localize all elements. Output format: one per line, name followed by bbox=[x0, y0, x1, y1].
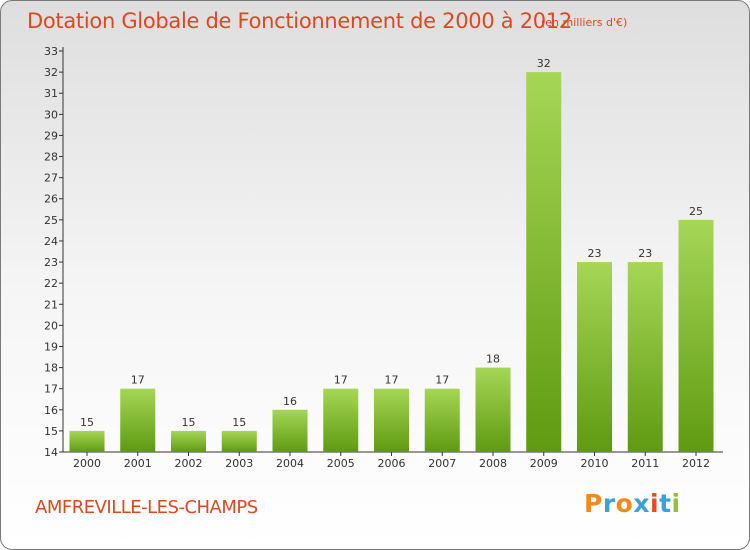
y-tick-label: 32 bbox=[44, 66, 58, 79]
x-tick-label: 2004 bbox=[276, 457, 304, 470]
bar-value-label: 25 bbox=[689, 205, 703, 218]
bar bbox=[374, 388, 409, 452]
y-tick-label: 14 bbox=[44, 446, 58, 459]
bar-value-label: 16 bbox=[283, 395, 297, 408]
bar bbox=[120, 388, 156, 452]
y-tick-label: 17 bbox=[44, 383, 58, 396]
y-tick-label: 31 bbox=[44, 87, 58, 100]
y-tick-label: 29 bbox=[44, 129, 58, 142]
bar bbox=[577, 262, 612, 452]
y-tick-label: 19 bbox=[44, 340, 58, 353]
y-tick-label: 30 bbox=[44, 108, 58, 121]
bar bbox=[526, 72, 562, 453]
logo-letter: r bbox=[602, 489, 616, 518]
y-tick-label: 23 bbox=[44, 256, 58, 269]
x-tick-label: 2001 bbox=[124, 457, 152, 470]
y-tick-label: 33 bbox=[44, 45, 58, 58]
y-tick-label: 15 bbox=[44, 425, 58, 438]
x-tick-label: 2005 bbox=[327, 457, 355, 470]
bar-value-label: 15 bbox=[182, 416, 196, 429]
logo-letter: t bbox=[659, 489, 672, 518]
x-tick-label: 2008 bbox=[479, 457, 507, 470]
logo-letter: i bbox=[671, 489, 681, 518]
bar bbox=[272, 409, 308, 452]
bar bbox=[678, 219, 714, 452]
bar-value-label: 17 bbox=[334, 374, 348, 387]
bar bbox=[323, 388, 359, 452]
bar bbox=[171, 430, 206, 452]
commune-name: AMFREVILLE-LES-CHAMPS bbox=[35, 497, 258, 518]
bar-value-label: 15 bbox=[80, 416, 94, 429]
x-tick-label: 2009 bbox=[530, 457, 558, 470]
bar-value-label: 23 bbox=[638, 247, 652, 260]
y-tick-label: 22 bbox=[44, 277, 58, 290]
y-tick-label: 27 bbox=[44, 172, 58, 185]
bar-value-label: 18 bbox=[486, 353, 500, 366]
x-tick-label: 2010 bbox=[581, 457, 609, 470]
logo-letter: o bbox=[615, 489, 634, 518]
bar bbox=[69, 430, 105, 452]
x-tick-label: 2006 bbox=[378, 457, 406, 470]
logo-letter: x bbox=[633, 489, 650, 518]
x-tick-label: 2011 bbox=[631, 457, 659, 470]
y-tick-label: 21 bbox=[44, 298, 58, 311]
bar bbox=[475, 367, 511, 452]
logo-letter: i bbox=[650, 489, 660, 518]
bar-value-label: 17 bbox=[385, 374, 399, 387]
bar-value-label: 15 bbox=[232, 416, 246, 429]
y-tick-label: 28 bbox=[44, 151, 58, 164]
y-tick-label: 20 bbox=[44, 319, 58, 332]
x-tick-label: 2002 bbox=[175, 457, 203, 470]
proxiti-logo[interactable]: Proxiti bbox=[584, 489, 681, 518]
bar-value-label: 23 bbox=[588, 247, 602, 260]
x-tick-label: 2000 bbox=[73, 457, 101, 470]
bar bbox=[424, 388, 460, 452]
x-tick-label: 2003 bbox=[225, 457, 253, 470]
y-tick-label: 25 bbox=[44, 214, 58, 227]
chart-subtitle: (en milliers d'€) bbox=[541, 16, 628, 29]
bar-value-label: 32 bbox=[537, 57, 551, 70]
y-tick-label: 24 bbox=[44, 235, 58, 248]
y-tick-label: 18 bbox=[44, 362, 58, 375]
y-tick-label: 16 bbox=[44, 404, 58, 417]
chart-title: Dotation Globale de Fonctionnement de 20… bbox=[27, 9, 572, 33]
y-tick-label: 26 bbox=[44, 193, 58, 206]
x-tick-label: 2012 bbox=[682, 457, 710, 470]
bar-value-label: 17 bbox=[435, 374, 449, 387]
bar bbox=[627, 262, 663, 452]
x-tick-label: 2007 bbox=[428, 457, 456, 470]
bar-value-label: 17 bbox=[131, 374, 145, 387]
logo-letter: P bbox=[584, 489, 603, 518]
bar bbox=[221, 430, 257, 452]
